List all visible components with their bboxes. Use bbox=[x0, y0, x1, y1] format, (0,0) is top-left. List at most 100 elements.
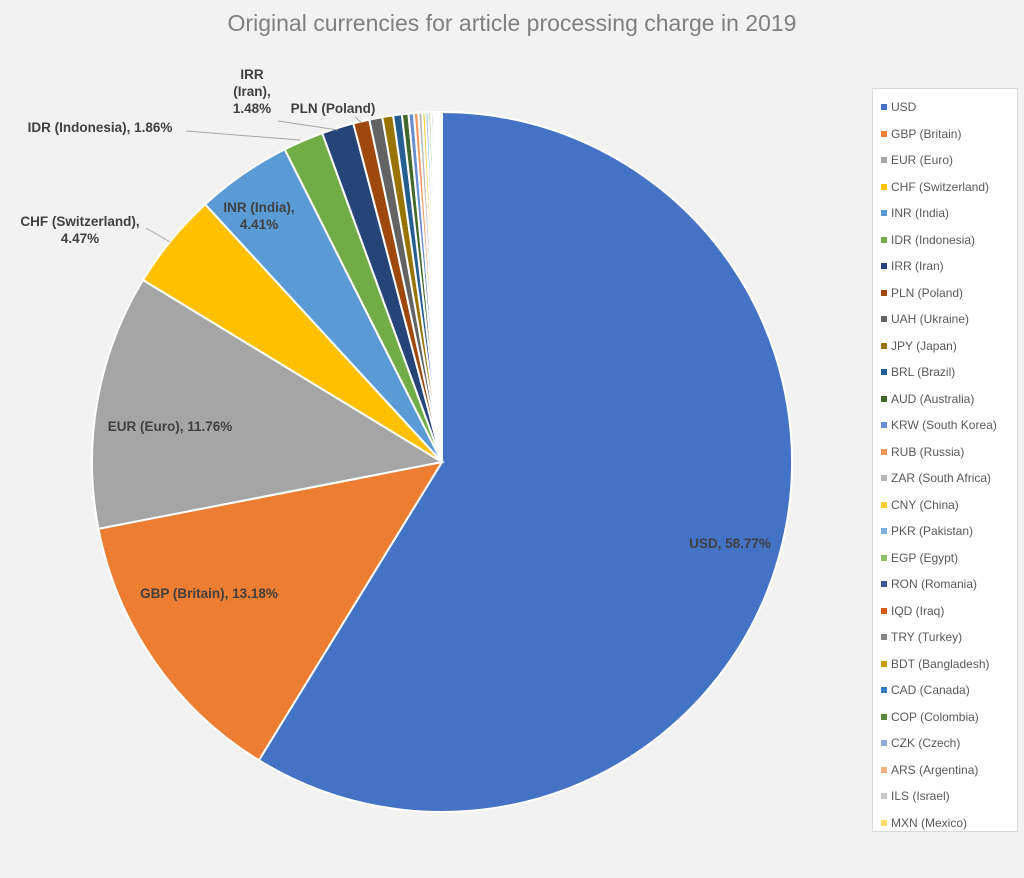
data-label-chf-switzerland: CHF (Switzerland), 4.47% bbox=[20, 214, 139, 246]
chart-title: Original currencies for article processi… bbox=[227, 10, 797, 36]
legend-item-cny-china: CNY (China) bbox=[881, 497, 959, 513]
legend-swatch bbox=[881, 713, 887, 720]
leader-line-pln-poland bbox=[354, 116, 363, 124]
legend-swatch bbox=[881, 104, 887, 110]
legend-label: COP (Colombia) bbox=[891, 709, 979, 724]
data-label-pln-poland: PLN (Poland) bbox=[291, 101, 376, 116]
legend-item-iqd-iraq: IQD (Iraq) bbox=[881, 603, 945, 619]
legend-item-idr-indonesia: IDR (Indonesia) bbox=[881, 232, 976, 248]
legend-label: UAH (Ukraine) bbox=[891, 312, 970, 326]
legend-item-cad-canada: CAD (Canada) bbox=[881, 682, 970, 698]
legend-label: CZK (Czech) bbox=[891, 736, 961, 750]
legend-swatch bbox=[881, 395, 887, 402]
legend-item-czk-czech: CZK (Czech) bbox=[881, 735, 961, 751]
data-labels: USD, 58.77% GBP (Britain), 13.18% EUR (Eur… bbox=[20, 67, 771, 601]
legend-item-ars-argentina: ARS (Argentina) bbox=[881, 762, 979, 778]
leader-line-idr-indonesia bbox=[185, 130, 301, 141]
legend-swatch bbox=[881, 793, 887, 799]
legend-swatch bbox=[881, 740, 887, 746]
legend-item-eur-euro: EUR (Euro) bbox=[881, 152, 954, 168]
legend-swatch bbox=[881, 687, 887, 693]
legend-item-inr-india: INR (India) bbox=[881, 205, 950, 221]
legend-item-brl-brazil: BRL (Brazil) bbox=[881, 364, 956, 380]
legend-label: RON (Romania) bbox=[891, 577, 978, 591]
legend-swatch bbox=[881, 369, 887, 375]
legend-item-aud-australia: AUD (Australia) bbox=[881, 391, 975, 407]
legend-item-rub-russia: RUB (Russia) bbox=[881, 444, 965, 460]
legend-item-irr-iran: IRR (Iran) bbox=[881, 258, 944, 274]
legend-label: EUR (Euro) bbox=[891, 153, 954, 167]
legend-swatch bbox=[881, 607, 887, 614]
legend-swatch bbox=[881, 634, 887, 640]
pie-slices bbox=[91, 110, 793, 813]
legend-label: JPY (Japan) bbox=[891, 338, 957, 353]
legend-item-mxn-mexico: MXN (Mexico) bbox=[881, 815, 968, 831]
data-label-idr-indonesia: IDR (Indonesia), 1.86% bbox=[28, 120, 173, 135]
legend-label: RUB (Russia) bbox=[891, 444, 965, 459]
legend-label: EGP (Egypt) bbox=[891, 550, 959, 565]
legend-label: GBP (Britain) bbox=[891, 126, 962, 141]
legend-swatch bbox=[881, 554, 887, 561]
legend-item-usd: USD bbox=[881, 99, 917, 115]
legend-item-egp-egypt: EGP (Egypt) bbox=[881, 550, 959, 566]
legend-label: MXN (Mexico) bbox=[891, 815, 968, 830]
legend-item-pkr-pakistan: PKR (Pakistan) bbox=[881, 523, 974, 539]
data-label-gbp-britain: GBP (Britain), 13.18% bbox=[140, 586, 278, 601]
legend-item-uah-ukraine: UAH (Ukraine) bbox=[881, 311, 970, 327]
data-label-irr-iran: IRR (Iran), 1.48% bbox=[233, 67, 271, 116]
data-label-usd: USD, 58.77% bbox=[689, 536, 771, 551]
legend-swatch bbox=[881, 157, 887, 163]
legend-item-try-turkey: TRY (Turkey) bbox=[881, 629, 963, 645]
legend-item-pln-poland: PLN (Poland) bbox=[881, 285, 964, 301]
legend-swatch bbox=[881, 289, 887, 296]
legend-label: BRL (Brazil) bbox=[891, 365, 956, 379]
legend-swatch bbox=[881, 316, 887, 322]
legend-label: KRW (South Korea) bbox=[891, 418, 997, 432]
legend-swatch bbox=[881, 130, 887, 137]
legend-item-zar-south-africa: ZAR (South Africa) bbox=[881, 470, 992, 486]
legend-label: BDT (Bangladesh) bbox=[891, 656, 990, 671]
pie-slice-gbp-britain bbox=[97, 460, 445, 762]
legend-item-ils-israel: ILS (Israel) bbox=[881, 788, 950, 804]
legend-label: IQD (Iraq) bbox=[891, 603, 945, 618]
legend-label: ZAR (South Africa) bbox=[891, 471, 992, 485]
legend-label: IDR (Indonesia) bbox=[891, 232, 976, 247]
legend-item-krw-south-korea: KRW (South Korea) bbox=[881, 417, 997, 433]
legend-label: PLN (Poland) bbox=[891, 285, 964, 300]
legend-swatch bbox=[881, 581, 887, 587]
legend-item-chf-switzerland: CHF (Switzerland) bbox=[881, 179, 990, 195]
legend-item-jpy-japan: JPY (Japan) bbox=[881, 338, 957, 354]
legend: USD GBP (Britain) EUR (Euro) CHF (Switzerla… bbox=[872, 88, 1018, 832]
legend-label: IRR (Iran) bbox=[891, 259, 944, 273]
legend-label: CNY (China) bbox=[891, 497, 959, 512]
data-label-eur-euro: EUR (Euro), 11.76% bbox=[108, 419, 233, 434]
legend-label: USD bbox=[891, 100, 917, 114]
legend-label: ARS (Argentina) bbox=[891, 762, 979, 777]
leader-line-chf-switzerland bbox=[145, 227, 171, 243]
pie-slice-usd bbox=[257, 110, 793, 813]
pie-slice-eur-euro bbox=[91, 278, 445, 530]
legend-swatch bbox=[881, 342, 887, 349]
data-label-inr-india: INR (India), 4.41% bbox=[223, 200, 294, 232]
legend-label: CAD (Canada) bbox=[891, 683, 970, 697]
legend-label: CHF (Switzerland) bbox=[891, 179, 990, 194]
legend-item-cop-colombia: COP (Colombia) bbox=[881, 709, 979, 725]
legend-swatch bbox=[881, 475, 887, 481]
legend-swatch bbox=[881, 183, 887, 190]
legend-swatch bbox=[881, 236, 887, 243]
legend-label: TRY (Turkey) bbox=[891, 630, 963, 644]
legend-swatch bbox=[881, 819, 887, 826]
legend-swatch bbox=[881, 766, 887, 773]
legend-item-ron-romania: RON (Romania) bbox=[881, 576, 978, 592]
legend-label: PKR (Pakistan) bbox=[891, 524, 974, 538]
legend-label: AUD (Australia) bbox=[891, 391, 975, 406]
legend-swatch bbox=[881, 660, 887, 667]
legend-swatch bbox=[881, 448, 887, 455]
legend-swatch bbox=[881, 263, 887, 269]
leader-line-irr-iran bbox=[277, 120, 339, 131]
legend-label: INR (India) bbox=[891, 206, 950, 220]
legend-item-bdt-bangladesh: BDT (Bangladesh) bbox=[881, 656, 990, 672]
label-leader-lines bbox=[145, 116, 363, 243]
legend-swatch bbox=[881, 422, 887, 428]
